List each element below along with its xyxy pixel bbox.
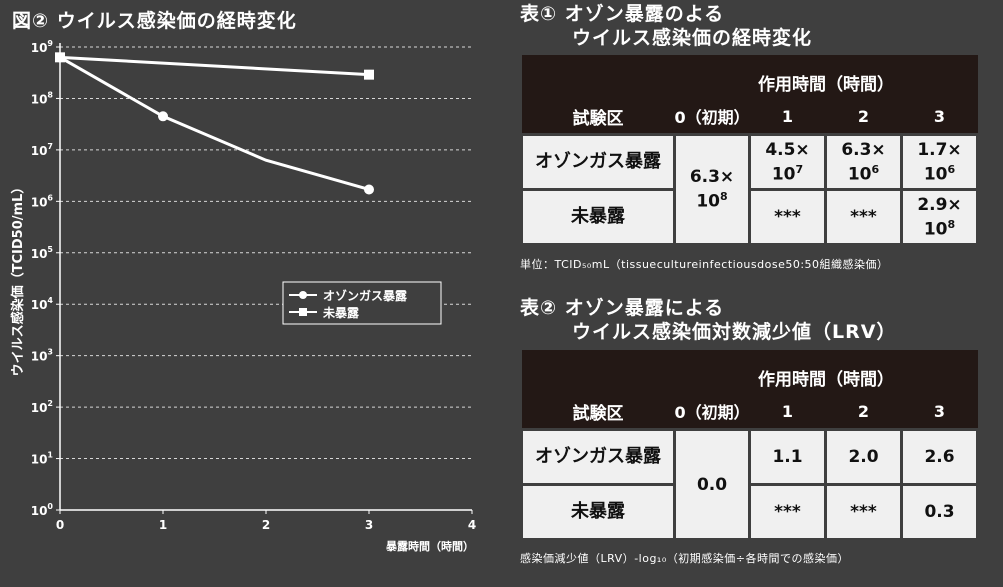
table2-cell: 1.1: [748, 428, 827, 486]
table1-initial-cell: 6.3× 108: [673, 133, 751, 246]
x-tick-label: 0: [56, 518, 64, 532]
y-tick-label: 105: [31, 245, 54, 261]
table2-initial-cell: 0.0: [673, 428, 751, 541]
x-tick-label: 4: [468, 518, 476, 532]
x-tick-label: 1: [159, 518, 167, 532]
table2-hour-header: 1: [749, 394, 826, 430]
y-tick-label: 108: [31, 90, 54, 106]
table2-hour-header: 3: [901, 394, 978, 430]
legend-box: [282, 281, 442, 325]
table2-corner-header: 試験区: [521, 350, 675, 430]
table1-row-label: オゾンガス暴露: [520, 133, 676, 191]
table1-cell: 1.7× 106: [900, 133, 979, 191]
legend-label: 未暴露: [322, 305, 360, 320]
y-tick-label: 103: [31, 348, 53, 364]
table1-hour-header: 1: [749, 99, 826, 135]
legend-marker: [299, 291, 307, 299]
table1-hour-header: 3: [901, 99, 978, 135]
table1-title: 表① オゾン暴露のよる ウイルス感染価の経時変化: [520, 2, 812, 50]
data-point: [55, 52, 65, 63]
series-line: [59, 56, 370, 191]
table2-title-line2: ウイルス感染価対数減少値（LRV）: [572, 321, 897, 343]
y-tick-label: 106: [31, 193, 54, 209]
legend-marker: [299, 308, 307, 316]
table2-hour-header: 2: [825, 394, 902, 430]
table2-cell: 2.0: [824, 428, 903, 486]
y-tick-label: 107: [31, 142, 53, 158]
table1-title-line2: ウイルス感染価の経時変化: [572, 27, 813, 49]
table1-row-label: 未暴露: [520, 188, 676, 246]
data-point: [364, 184, 374, 195]
legend-label: オゾンガス暴露: [323, 288, 408, 303]
series-line: [59, 55, 370, 77]
table2-title: 表② オゾン暴露による ウイルス感染価対数減少値（LRV）: [520, 296, 896, 344]
y-tick-label: 101: [31, 451, 54, 467]
x-tick-label: 2: [262, 518, 270, 532]
y-tick-label: 100: [31, 502, 54, 518]
data-point: [158, 111, 168, 122]
table2-title-line1: 表② オゾン暴露による: [520, 297, 725, 319]
table1-title-line1: 表① オゾン暴露のよる: [520, 3, 725, 25]
table1-note: 単位：TCID₅₀mL（tissuecultureinfectiousdose5…: [520, 258, 889, 271]
table2-hour-header: 0（初期）: [674, 394, 750, 430]
table1-corner-header: 試験区: [521, 55, 675, 135]
table1-group-header: 作用時間（時間）: [674, 55, 978, 99]
table1-cell: 6.3× 106: [824, 133, 903, 191]
table1-cell: ***: [748, 188, 827, 246]
table2-row-label: 未暴露: [520, 483, 676, 541]
y-axis-label: ウイルス感染価（TCID50/mL）: [10, 181, 26, 377]
data-point: [364, 69, 374, 80]
table2-row-label: オゾンガス暴露: [520, 428, 676, 486]
table1-hour-header: 0（初期）: [674, 99, 750, 135]
table1-cell: 2.9× 108: [900, 188, 979, 246]
table1-cell: 4.5× 107: [748, 133, 827, 191]
line-chart: 100 101 102 103 104 105 106 107 108 109 0 1 2 3 4 暴露時間（…: [10, 39, 476, 553]
table2: 試験区 作用時間（時間） 0（初期） 1 2 3 オゾンガス暴露 0.0 1.1…: [520, 350, 979, 541]
x-tick-label: 3: [365, 518, 373, 532]
table1-hour-header: 2: [825, 99, 902, 135]
y-tick-label: 104: [31, 296, 54, 312]
y-tick-label: 102: [31, 399, 53, 415]
table2-cell: 0.3: [900, 483, 979, 541]
table1-cell: ***: [824, 188, 903, 246]
table2-note: 感染価減少値（LRV）-log₁₀（初期感染価÷各時間での感染価）: [520, 552, 849, 565]
figure-title: 図② ウイルス感染価の経時変化: [12, 10, 297, 32]
table2-cell: ***: [748, 483, 827, 541]
y-tick-label: 109: [31, 39, 54, 55]
table1: 試験区 作用時間（時間） 0（初期） 1 2 3 オゾンガス暴露 6.3× 108…: [520, 55, 979, 246]
table2-cell: 2.6: [900, 428, 979, 486]
table2-cell: ***: [824, 483, 903, 541]
x-axis-label: 暴露時間（時間）: [385, 539, 474, 553]
table2-group-header: 作用時間（時間）: [674, 350, 978, 394]
